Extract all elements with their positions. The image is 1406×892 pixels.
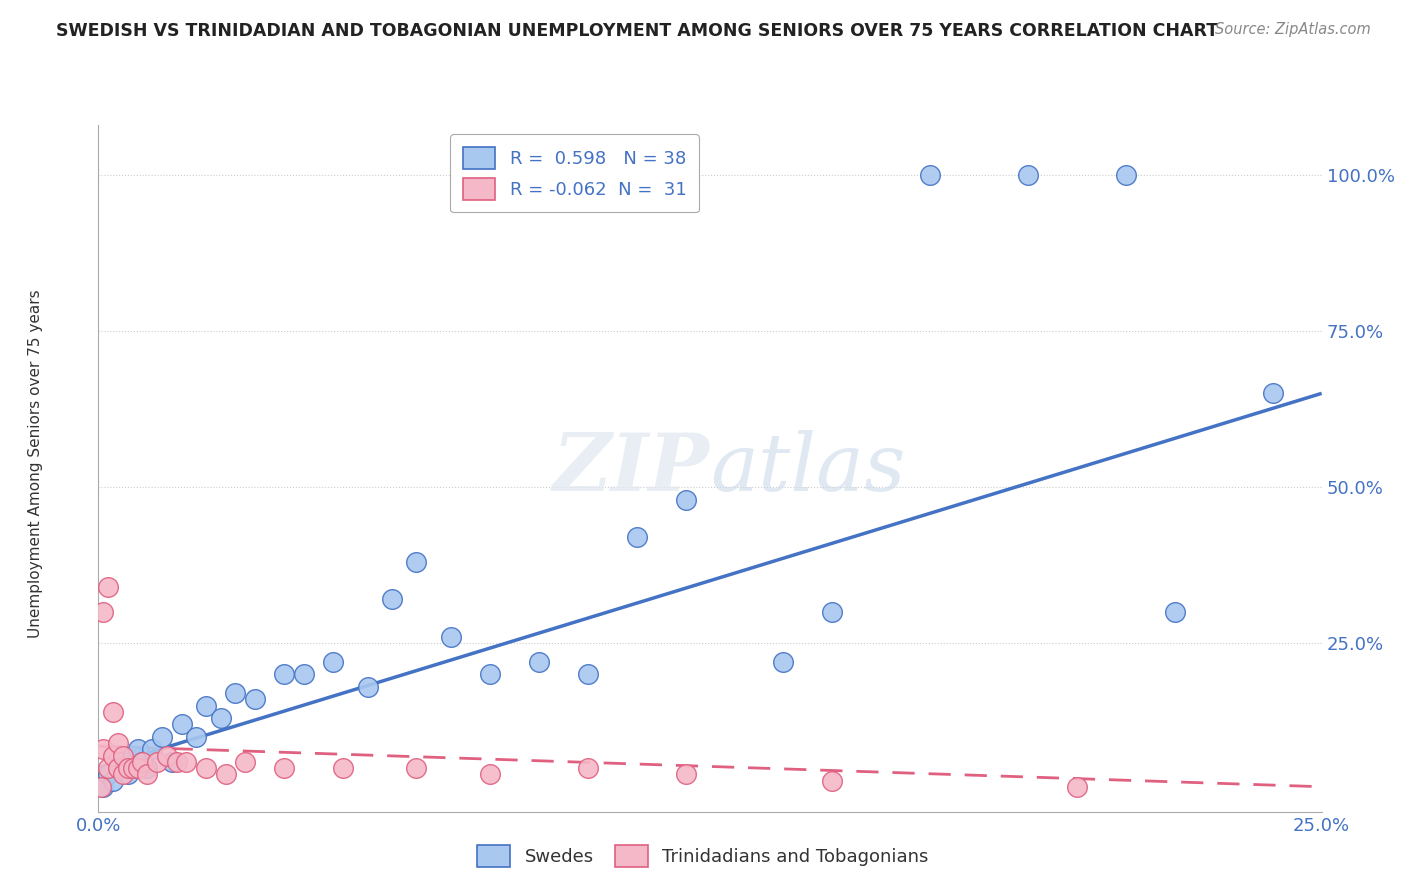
Point [176, 755, 198, 769]
Point [527, 655, 550, 669]
Point [233, 755, 256, 769]
Point [273, 667, 295, 681]
Point [186, 730, 208, 744]
Point [107, 736, 129, 750]
Point [156, 748, 179, 763]
Point [101, 705, 124, 719]
Point [478, 767, 501, 781]
Point [322, 655, 344, 669]
Point [166, 755, 188, 769]
Legend: R =  0.598   N = 38, R = -0.062  N =  31: R = 0.598 N = 38, R = -0.062 N = 31 [450, 134, 699, 212]
Point [1261, 386, 1284, 401]
Point [772, 655, 794, 669]
Point [209, 711, 232, 725]
Point [101, 748, 124, 763]
Legend: Swedes, Trinidadians and Tobagonians: Swedes, Trinidadians and Tobagonians [470, 838, 936, 874]
Point [1066, 780, 1088, 794]
Point [117, 761, 139, 775]
Point [920, 168, 942, 182]
Point [90, 780, 112, 794]
Point [675, 767, 697, 781]
Point [131, 755, 153, 769]
Point [111, 755, 134, 769]
Point [107, 761, 129, 775]
Point [131, 755, 153, 769]
Point [146, 755, 169, 769]
Point [214, 767, 236, 781]
Point [1115, 168, 1137, 182]
Point [111, 767, 134, 781]
Point [273, 761, 295, 775]
Point [195, 761, 218, 775]
Point [97, 767, 120, 781]
Text: Source: ZipAtlas.com: Source: ZipAtlas.com [1215, 22, 1371, 37]
Point [821, 773, 844, 788]
Text: SWEDISH VS TRINIDADIAN AND TOBAGONIAN UNEMPLOYMENT AMONG SENIORS OVER 75 YEARS C: SWEDISH VS TRINIDADIAN AND TOBAGONIAN UN… [56, 22, 1219, 40]
Text: atlas: atlas [710, 430, 905, 507]
Point [170, 717, 193, 731]
Point [1017, 168, 1039, 182]
Point [332, 761, 354, 775]
Point [576, 667, 599, 681]
Point [195, 698, 218, 713]
Point [107, 761, 129, 775]
Point [111, 748, 134, 763]
Point [141, 742, 163, 756]
Point [127, 761, 149, 775]
Point [117, 767, 139, 781]
Point [1164, 605, 1187, 619]
Point [224, 686, 246, 700]
Point [576, 761, 599, 775]
Point [405, 761, 427, 775]
Point [101, 773, 124, 788]
Point [121, 761, 143, 775]
Point [381, 592, 404, 607]
Point [97, 580, 120, 594]
Point [821, 605, 844, 619]
Point [91, 780, 114, 794]
Point [626, 530, 648, 544]
Point [97, 761, 120, 775]
Point [356, 680, 378, 694]
Point [292, 667, 315, 681]
Point [405, 555, 427, 569]
Point [121, 748, 143, 763]
Point [136, 767, 159, 781]
Point [675, 492, 697, 507]
Point [440, 630, 463, 644]
Point [136, 761, 159, 775]
Text: Unemployment Among Seniors over 75 years: Unemployment Among Seniors over 75 years [28, 290, 42, 638]
Point [160, 755, 183, 769]
Point [127, 742, 149, 756]
Text: ZIP: ZIP [553, 430, 710, 507]
Point [91, 742, 114, 756]
Point [150, 730, 173, 744]
Point [243, 692, 266, 706]
Point [478, 667, 501, 681]
Point [91, 605, 114, 619]
